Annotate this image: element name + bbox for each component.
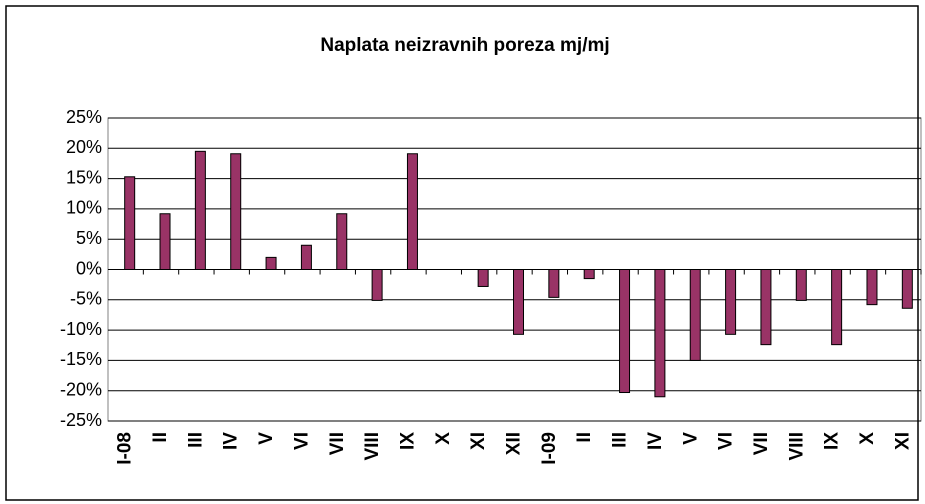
x-tick-label: IX: [397, 432, 418, 450]
x-tick-label: I-08: [115, 432, 136, 465]
y-tick-label: -5%: [70, 289, 102, 309]
bar: [831, 269, 843, 346]
bar: [371, 269, 383, 301]
x-tick-label: X: [433, 432, 454, 445]
y-tick-label: -20%: [60, 379, 102, 399]
bar: [513, 269, 524, 335]
x-tick-label: IV: [645, 432, 666, 450]
bar: [760, 269, 772, 346]
x-tick-label: VIII: [786, 432, 807, 461]
x-tick-label: II: [150, 432, 171, 443]
x-tick-label: II: [574, 432, 595, 443]
bar: [866, 269, 878, 306]
bar: [265, 256, 277, 271]
bar: [548, 269, 560, 298]
bar: [477, 269, 489, 287]
x-tick-label: III: [610, 432, 631, 448]
bar: [619, 269, 631, 394]
x-tick-label: VI: [716, 432, 737, 450]
y-tick-label: -10%: [60, 319, 102, 339]
bar: [901, 269, 913, 309]
y-tick-label: -15%: [60, 349, 102, 369]
x-tick-label: VII: [751, 432, 772, 455]
chart-frame: [5, 5, 919, 501]
y-tick-label: 5%: [76, 228, 102, 248]
x-tick-label: XII: [504, 432, 525, 455]
bar: [230, 153, 242, 270]
bar: [795, 269, 807, 301]
bar: [336, 213, 348, 270]
x-tick-label: I-09: [539, 432, 560, 465]
x-tick-label: V: [680, 432, 701, 445]
x-tick-label: VI: [291, 432, 312, 450]
bar: [583, 269, 595, 280]
bar: [654, 269, 666, 398]
chart-title: Naplata neizravnih poreza mj/mj: [320, 35, 609, 56]
x-tick-label: VIII: [362, 432, 383, 461]
y-tick-label: 0%: [76, 258, 102, 278]
x-tick-label: XI: [892, 432, 913, 450]
y-tick-label: 10%: [66, 198, 102, 218]
x-tick-label: V: [256, 432, 277, 445]
x-tick-label: IV: [221, 432, 242, 450]
bar: [159, 213, 171, 270]
bar: [124, 176, 136, 270]
x-tick-label: XI: [468, 432, 489, 450]
y-tick-label: 15%: [66, 167, 102, 187]
y-tick-label: 25%: [66, 107, 102, 127]
bar: [406, 153, 418, 270]
x-tick-label: VII: [327, 432, 348, 455]
y-tick-label: -25%: [60, 410, 102, 430]
bar: [194, 150, 206, 270]
x-tick-label: III: [185, 432, 206, 448]
bar: [725, 269, 737, 335]
x-tick-label: IX: [822, 432, 843, 450]
bar: [300, 244, 312, 270]
x-tick-label: X: [857, 432, 878, 445]
y-tick-label: 20%: [66, 137, 102, 157]
bar: [689, 269, 701, 361]
